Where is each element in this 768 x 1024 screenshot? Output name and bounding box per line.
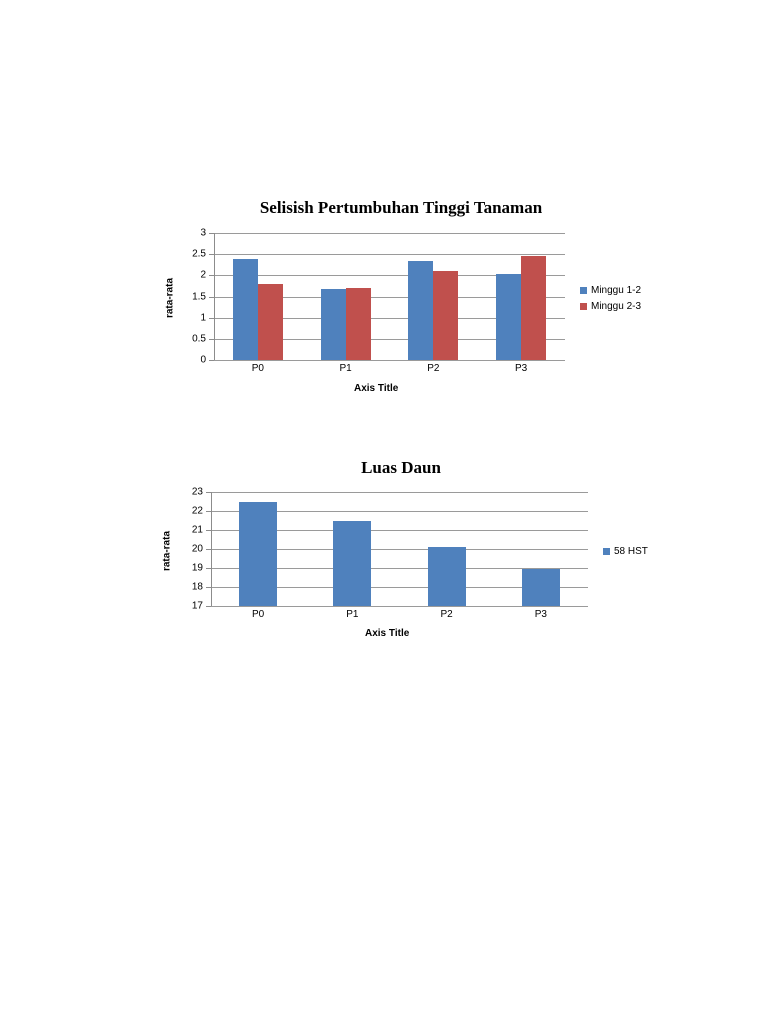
legend-swatch-icon — [580, 286, 587, 294]
legend: Minggu 1-2 Minggu 2-3 — [580, 282, 641, 314]
y-tick-label: 0 — [200, 354, 206, 366]
y-tick-label: 0.5 — [192, 333, 206, 345]
y-tick-mark — [206, 606, 211, 607]
plot-area: 17 18 19 20 21 22 23 P0 P1 P2 P3 — [192, 487, 588, 620]
legend-item: Minggu 1-2 — [580, 282, 641, 298]
gridline — [214, 233, 565, 234]
bar-p1-series-1 — [345, 288, 371, 360]
gridline — [211, 492, 588, 493]
y-tick-label: 1 — [200, 312, 206, 324]
gridline — [214, 296, 565, 298]
y-axis-line — [211, 492, 212, 606]
bar-p2-series-0 — [408, 261, 434, 360]
x-axis-title: Axis Title — [365, 628, 410, 639]
gridline — [211, 606, 588, 607]
bar-p2-series-0 — [427, 546, 466, 606]
y-tick-label: 21 — [191, 524, 203, 536]
y-tick-mark — [206, 530, 211, 531]
y-tick-mark — [209, 296, 214, 298]
gridline — [211, 511, 588, 512]
gridline — [211, 530, 588, 531]
chart-title: Selisish Pertumbuhan Tinggi Tanaman — [259, 198, 543, 217]
bar-p3-series-0 — [496, 274, 522, 360]
legend-label: Minggu 1-2 — [591, 284, 642, 296]
y-tick-mark — [209, 338, 214, 340]
y-tick-mark — [209, 360, 214, 361]
chart-pertumbuhan-tinggi: Selisish Pertumbuhan Tinggi Tanaman rata… — [0, 0, 768, 420]
bar-p3-series-0 — [521, 568, 560, 606]
y-tick-label: 1.5 — [192, 291, 206, 302]
gridline — [211, 568, 588, 569]
bar-p1-series-0 — [333, 521, 372, 606]
y-tick-label: 23 — [191, 486, 203, 498]
legend-item: Minggu 2-3 — [580, 298, 641, 314]
gridline — [214, 317, 565, 319]
y-tick-mark — [206, 568, 211, 569]
legend-swatch-icon — [580, 302, 587, 310]
gridline — [211, 549, 588, 550]
x-axis-title: Axis Title — [354, 383, 399, 394]
x-tick-label: P3 — [515, 363, 528, 374]
x-tick-label: P3 — [534, 609, 547, 620]
x-tick-label: P0 — [251, 363, 264, 374]
x-tick-label: P2 — [427, 363, 440, 374]
gridline — [214, 360, 565, 361]
y-tick-mark — [206, 549, 211, 550]
y-tick-label: 3 — [200, 227, 206, 239]
gridline — [214, 254, 565, 256]
y-axis-title: rata-rata — [161, 530, 173, 572]
chart-luas-daun: Luas Daun rata-rata 17 18 19 20 21 22 23 P0 P1 P2… — [161, 458, 648, 639]
y-tick-mark — [209, 233, 214, 234]
x-tick-label: P0 — [252, 609, 265, 620]
y-tick-label: 2.5 — [192, 248, 206, 260]
bar-p0-series-0 — [239, 502, 278, 606]
bar-p0-series-0 — [232, 259, 258, 360]
y-tick-label: 19 — [191, 562, 203, 574]
x-tick-label: P1 — [346, 609, 359, 620]
y-tick-label: 18 — [191, 581, 203, 593]
legend-item: 58 HST — [603, 543, 648, 559]
gridline — [214, 275, 565, 277]
legend-swatch-icon — [603, 547, 610, 555]
x-tick-label: P1 — [339, 363, 352, 374]
y-tick-mark — [206, 511, 211, 512]
y-axis-line — [214, 233, 215, 360]
gridline — [214, 338, 565, 340]
y-tick-label: 22 — [191, 505, 203, 517]
y-tick-mark — [206, 492, 211, 493]
legend-label: Minggu 2-3 — [591, 300, 642, 312]
y-tick-label: 2 — [200, 269, 206, 281]
bar-p0-series-1 — [257, 283, 283, 360]
y-tick-mark — [206, 587, 211, 588]
y-tick-mark — [209, 275, 214, 277]
chart-title: Luas Daun — [361, 458, 441, 477]
bar-p1-series-0 — [320, 289, 346, 360]
bar-p2-series-1 — [433, 271, 459, 360]
y-tick-label: 17 — [191, 600, 203, 612]
plot-area: 0 0.5 1 1.5 2 2.5 3 P0 P1 P2 P3 — [192, 228, 565, 374]
legend: 58 HST — [603, 543, 648, 559]
x-tick-label: P2 — [440, 609, 453, 620]
gridline — [211, 587, 588, 588]
y-tick-mark — [209, 317, 214, 319]
y-tick-label: 20 — [191, 543, 203, 555]
y-tick-mark — [209, 254, 214, 256]
bar-p3-series-1 — [521, 256, 547, 360]
legend-label: 58 HST — [614, 545, 648, 557]
